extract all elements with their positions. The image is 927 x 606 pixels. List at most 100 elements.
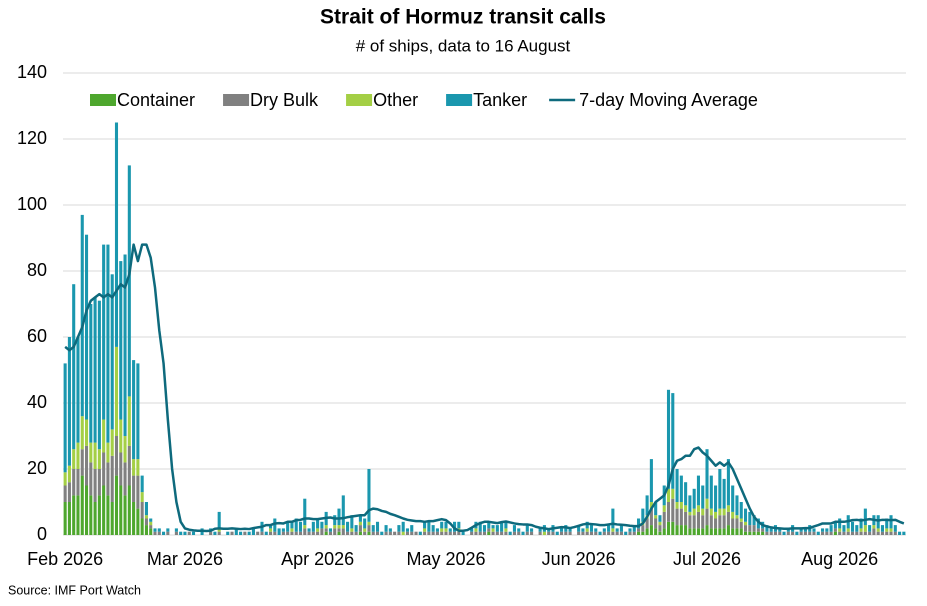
bar-segment [384,531,388,535]
bar-segment [902,531,906,535]
bar-segment [435,528,439,532]
bar-segment [110,429,114,456]
bar-segment [709,528,713,535]
bar-segment [303,525,307,529]
bar-segment [346,521,350,532]
bar-segment [260,531,264,535]
bar-segment [132,502,136,535]
bar-segment [316,531,320,535]
bar-segment [594,531,598,535]
bar-segment [132,475,136,502]
bar-segment [684,505,688,512]
bar-segment [701,508,705,516]
bar-segment [375,531,380,535]
bar-segment [106,244,110,443]
bar-segment [692,488,696,509]
bar-segment [478,521,482,532]
bar-segment [743,525,748,532]
bar-segment [812,528,816,532]
bar-segment [114,122,119,347]
bar-segment [371,525,375,532]
bar-segment [615,528,619,532]
bar-segment [692,528,696,535]
bar-segment [859,531,863,535]
legend-swatch [223,94,250,106]
bar-segment [731,485,735,512]
bar-segment [281,528,285,532]
bar-segment [401,521,405,532]
bar-segment [658,525,662,532]
bar-segment [427,521,431,532]
bar-segment [868,525,872,532]
bar-segment [701,515,705,529]
bar-segment [273,518,277,532]
bar-segment [114,475,119,535]
bar-segment [675,525,679,535]
bar-segment [72,284,76,450]
bar-segment [602,528,606,532]
bar-segment [709,475,713,509]
bar-segment [183,531,187,535]
bar-segment [217,531,221,535]
bar-segment [375,521,380,532]
bar-segment [589,525,594,532]
bar-segment [756,518,760,529]
bar-segment [577,525,581,532]
bar-segment [756,531,760,535]
y-tick-label: 20 [27,458,47,478]
bar-segment [358,515,362,522]
bar-segment [63,363,67,473]
bar-segment [649,508,653,526]
bar-segment [859,518,863,529]
bar-segment [157,528,161,532]
bar-segment [718,508,722,516]
bar-segment [662,528,666,535]
bar-segment [662,511,666,529]
bar-segment [547,531,551,535]
bar-segment [666,502,671,522]
bar-segment [388,528,392,532]
bar-segment [316,528,320,532]
bar-segment [795,531,799,535]
bar-segment [247,531,251,535]
bar-segment [752,531,756,535]
legend-label: 7-day Moving Average [579,90,758,110]
bar-segment [611,531,615,535]
bar-segment [230,531,234,535]
bar-segment [739,518,743,522]
bar-segment [401,531,405,535]
bar-segment [538,528,542,532]
bar-segment [217,511,221,529]
bar-segment [303,528,307,535]
bar-segment [269,525,273,529]
bar-segment [714,511,718,519]
bar-segment [440,528,444,532]
bar-segment [743,521,748,526]
bar-segment [487,521,491,529]
bar-segment [166,528,170,532]
bar-segment [418,531,422,535]
bar-segment [72,469,76,496]
bar-segment [303,498,307,526]
bar-segment [457,531,461,535]
bar-segment [337,531,341,535]
bar-segment [294,518,298,532]
x-tick-label: Jul 2026 [673,549,741,569]
bar-segment [119,419,123,453]
bar-segment [243,531,247,535]
bar-segment [589,531,594,535]
bar-segment [127,485,131,535]
bar-segment [414,531,418,535]
bar-segment [114,436,119,476]
bar-segment [388,531,392,535]
bar-segment [84,445,89,486]
bar-segment [850,531,855,535]
bar-segment [619,531,623,535]
chart-subtitle: # of ships, data to 16 August [356,36,571,55]
bar-segment [607,531,611,535]
bar-segment [611,508,615,529]
bar-segment [93,442,97,469]
bar-segment [149,521,153,526]
bar-segment [581,528,585,532]
bar-segment [658,531,662,535]
